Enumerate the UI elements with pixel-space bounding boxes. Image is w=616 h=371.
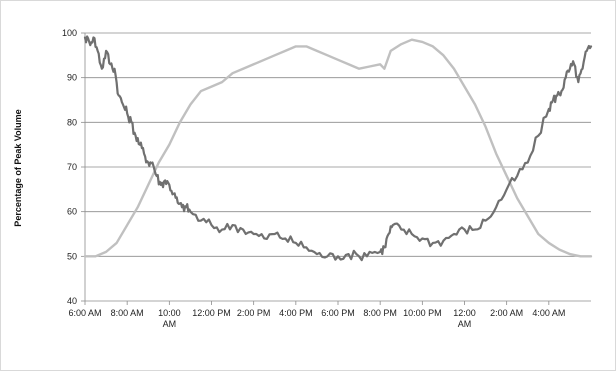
x-tick-label-line: 12:00	[453, 308, 476, 318]
axes	[81, 32, 591, 305]
x-tick-label-line: AM	[458, 319, 472, 329]
x-tick-label-line: 6:00 PM	[321, 308, 355, 318]
x-tick-label: 2:00 AM	[490, 308, 523, 318]
x-tick-label-line: AM	[163, 319, 177, 329]
series-line-2	[83, 35, 593, 262]
y-tick-label: 60	[67, 207, 77, 217]
x-tick-label: 4:00 AM	[532, 308, 565, 318]
x-tick-label-line: 8:00 PM	[363, 308, 397, 318]
x-tick-label-line: 2:00 AM	[490, 308, 523, 318]
x-tick-label: 4:00 PM	[279, 308, 313, 318]
y-tick-label: 70	[67, 162, 77, 172]
series-lines	[83, 35, 593, 262]
x-tick-label-line: 8:00 AM	[111, 308, 144, 318]
x-tick-label: 8:00 PM	[363, 308, 397, 318]
x-tick-label: 8:00 AM	[111, 308, 144, 318]
y-axis-title: Percentage of Peak Volume	[13, 109, 23, 226]
x-tick-label: 6:00 PM	[321, 308, 355, 318]
y-tick-label: 40	[67, 296, 77, 306]
x-tick-label-line: 2:00 PM	[237, 308, 271, 318]
x-tick-label: 12:00 AM	[453, 308, 476, 329]
x-tick-label-line: 6:00 AM	[68, 308, 101, 318]
y-tick-label: 100	[62, 28, 77, 38]
y-tick-label: 90	[67, 73, 77, 83]
y-tick-label: 80	[67, 117, 77, 127]
x-tick-label-line: 4:00 AM	[532, 308, 565, 318]
series-line-1	[83, 38, 593, 258]
x-tick-label-line: 10:00 PM	[403, 308, 442, 318]
x-tick-label-line: 10:00	[158, 308, 181, 318]
y-tick-label: 50	[67, 251, 77, 261]
x-tick-label: 6:00 AM	[68, 308, 101, 318]
x-tick-label-line: 12:00 PM	[192, 308, 231, 318]
x-tick-label: 2:00 PM	[237, 308, 271, 318]
x-tick-label: 10:00 PM	[403, 308, 442, 318]
gridlines	[85, 32, 591, 257]
x-tick-label: 12:00 PM	[192, 308, 231, 318]
x-tick-label-line: 4:00 PM	[279, 308, 313, 318]
x-tick-label: 10:00 AM	[158, 308, 181, 329]
